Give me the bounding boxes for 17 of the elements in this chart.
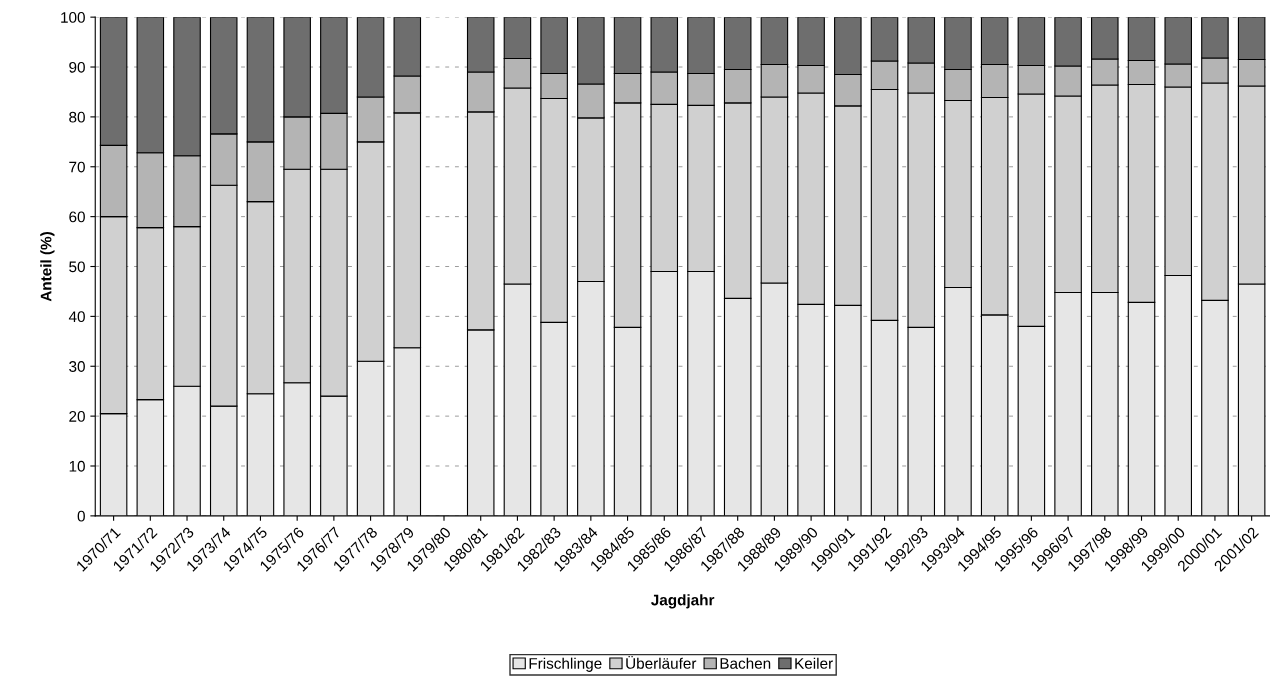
- y-tick-label: 90: [69, 61, 85, 73]
- legend-label: Keiler: [795, 657, 833, 669]
- y-tick-label: 30: [69, 361, 85, 372]
- legend-label: Bachen: [720, 657, 771, 669]
- y-tick-label: 0: [77, 510, 85, 522]
- y-tick-label: 40: [68, 311, 85, 323]
- y-tick-label: 20: [69, 411, 85, 422]
- legend-label: Überläufer: [626, 655, 697, 669]
- y-axis-title: Anteil (%): [40, 232, 55, 302]
- x-axis-title: Jagdjahr: [651, 594, 715, 609]
- y-tick-label: 60: [69, 211, 85, 223]
- legend-label: Frischlinge: [529, 657, 602, 672]
- y-tick-label: 10: [69, 460, 85, 472]
- y-tick-label: 70: [69, 161, 85, 173]
- y-tick-label: 100: [61, 12, 85, 23]
- y-tick-label: 80: [69, 111, 85, 123]
- y-tick-label: 50: [69, 261, 85, 273]
